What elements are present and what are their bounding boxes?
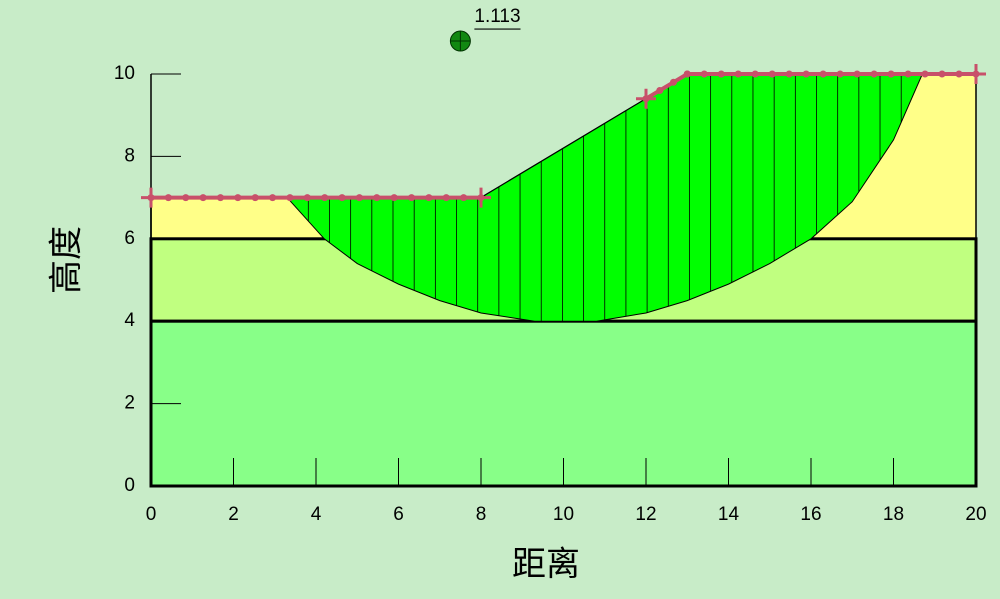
y-axis-label: 高度: [47, 226, 87, 294]
water-node: [390, 194, 398, 202]
water-node: [199, 194, 207, 202]
water-node: [442, 194, 450, 202]
water-node: [234, 194, 242, 202]
water-node: [251, 194, 259, 202]
water-node: [460, 194, 468, 202]
water-end: [966, 64, 986, 84]
x-tick-label: 8: [476, 504, 487, 525]
water-node: [408, 194, 416, 202]
water-node: [785, 70, 793, 78]
water-node: [819, 70, 827, 78]
y-tick-label: 0: [124, 475, 135, 496]
water-node: [870, 70, 878, 78]
x-tick-label: 6: [393, 504, 404, 525]
y-tick-label: 10: [114, 63, 135, 84]
water-node: [853, 70, 861, 78]
water-end: [471, 187, 491, 208]
water-node: [768, 70, 776, 78]
water-node: [425, 194, 433, 202]
water-node: [921, 70, 929, 78]
slip-center-cross: [450, 31, 471, 52]
water-node: [751, 70, 759, 78]
x-tick-label: 10: [553, 504, 574, 525]
x-tick-label: 12: [635, 504, 656, 525]
water-node: [717, 70, 725, 78]
water-node: [683, 70, 691, 78]
water-node: [164, 194, 172, 202]
water-node: [955, 70, 963, 78]
water-node: [656, 86, 664, 94]
x-tick-label: 20: [965, 504, 986, 525]
factor-of-safety: 1.113: [474, 6, 520, 27]
water-end: [636, 88, 656, 109]
water-node: [938, 70, 946, 78]
water-node: [216, 194, 224, 202]
y-tick-label: 8: [124, 145, 135, 166]
x-axis-label: 距离: [512, 545, 580, 585]
y-tick-label: 4: [124, 310, 135, 331]
water-node: [321, 194, 329, 202]
water-node: [670, 78, 677, 86]
x-tick-label: 14: [718, 504, 740, 525]
water-node: [734, 70, 742, 78]
water-node: [338, 194, 346, 202]
x-tick-label: 16: [800, 504, 821, 525]
water-node: [887, 70, 895, 78]
water-node: [904, 70, 912, 78]
y-tick-label: 6: [124, 228, 135, 249]
water-node: [303, 194, 311, 202]
x-tick-label: 4: [311, 504, 322, 525]
water-node: [373, 194, 381, 202]
x-tick-label: 2: [228, 504, 239, 525]
water-node: [836, 70, 844, 78]
water-node: [355, 194, 363, 202]
y-tick-label: 2: [124, 393, 135, 414]
water-end: [141, 187, 161, 208]
x-tick-label: 0: [146, 504, 157, 525]
water-node: [802, 70, 810, 78]
x-tick-label: 18: [883, 504, 904, 525]
water-node: [700, 70, 708, 78]
water-node: [182, 194, 190, 202]
plot-area: [141, 30, 986, 488]
water-node: [269, 194, 277, 202]
water-node: [286, 194, 294, 202]
